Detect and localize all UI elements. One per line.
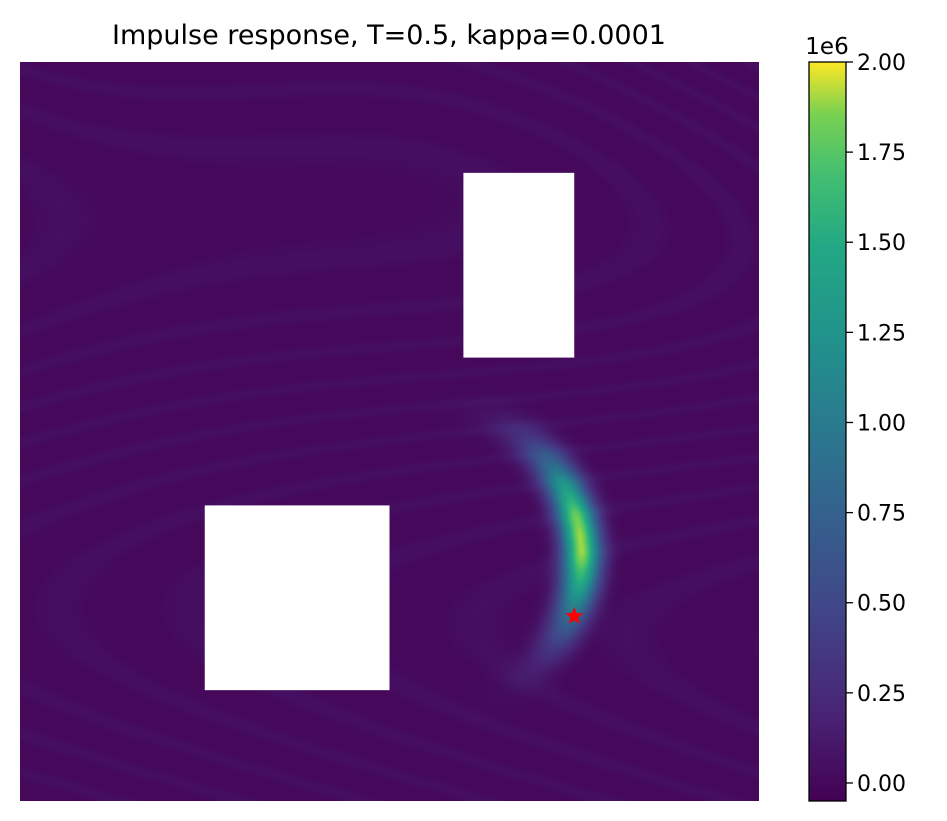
colorbar-offset-label: 1e6 bbox=[805, 34, 848, 60]
chart-title: Impulse response, T=0.5, kappa=0.0001 bbox=[112, 20, 666, 51]
colorbar-tick-label: 0.25 bbox=[857, 682, 906, 707]
colorbar-tick-label: 0.50 bbox=[857, 592, 906, 617]
colorbar-tick-label: 1.25 bbox=[857, 321, 906, 346]
star-marker bbox=[565, 606, 584, 624]
colorbar-tick-label: 1.75 bbox=[857, 141, 906, 166]
colorbar-ticks: 0.00 0.25 0.50 0.75 1.00 1.25 1.50 1.75 2.00 bbox=[846, 51, 906, 797]
obstacle-2 bbox=[204, 505, 390, 691]
obstacle-1 bbox=[463, 172, 575, 358]
plot-area bbox=[20, 62, 759, 801]
colorbar-tick-label: 1.50 bbox=[857, 231, 906, 256]
colorbar-tick-label: 1.00 bbox=[857, 411, 906, 436]
colorbar: 1e6 0.00 0.25 0.50 0.75 1.00 1.25 1.50 1.75 2.00 bbox=[805, 34, 906, 802]
colorbar-tick-label: 0.00 bbox=[857, 772, 906, 797]
colorbar-tick-label: 0.75 bbox=[857, 502, 906, 527]
colorbar-gradient bbox=[808, 61, 847, 802]
colorbar-tick-label: 2.00 bbox=[857, 51, 906, 76]
